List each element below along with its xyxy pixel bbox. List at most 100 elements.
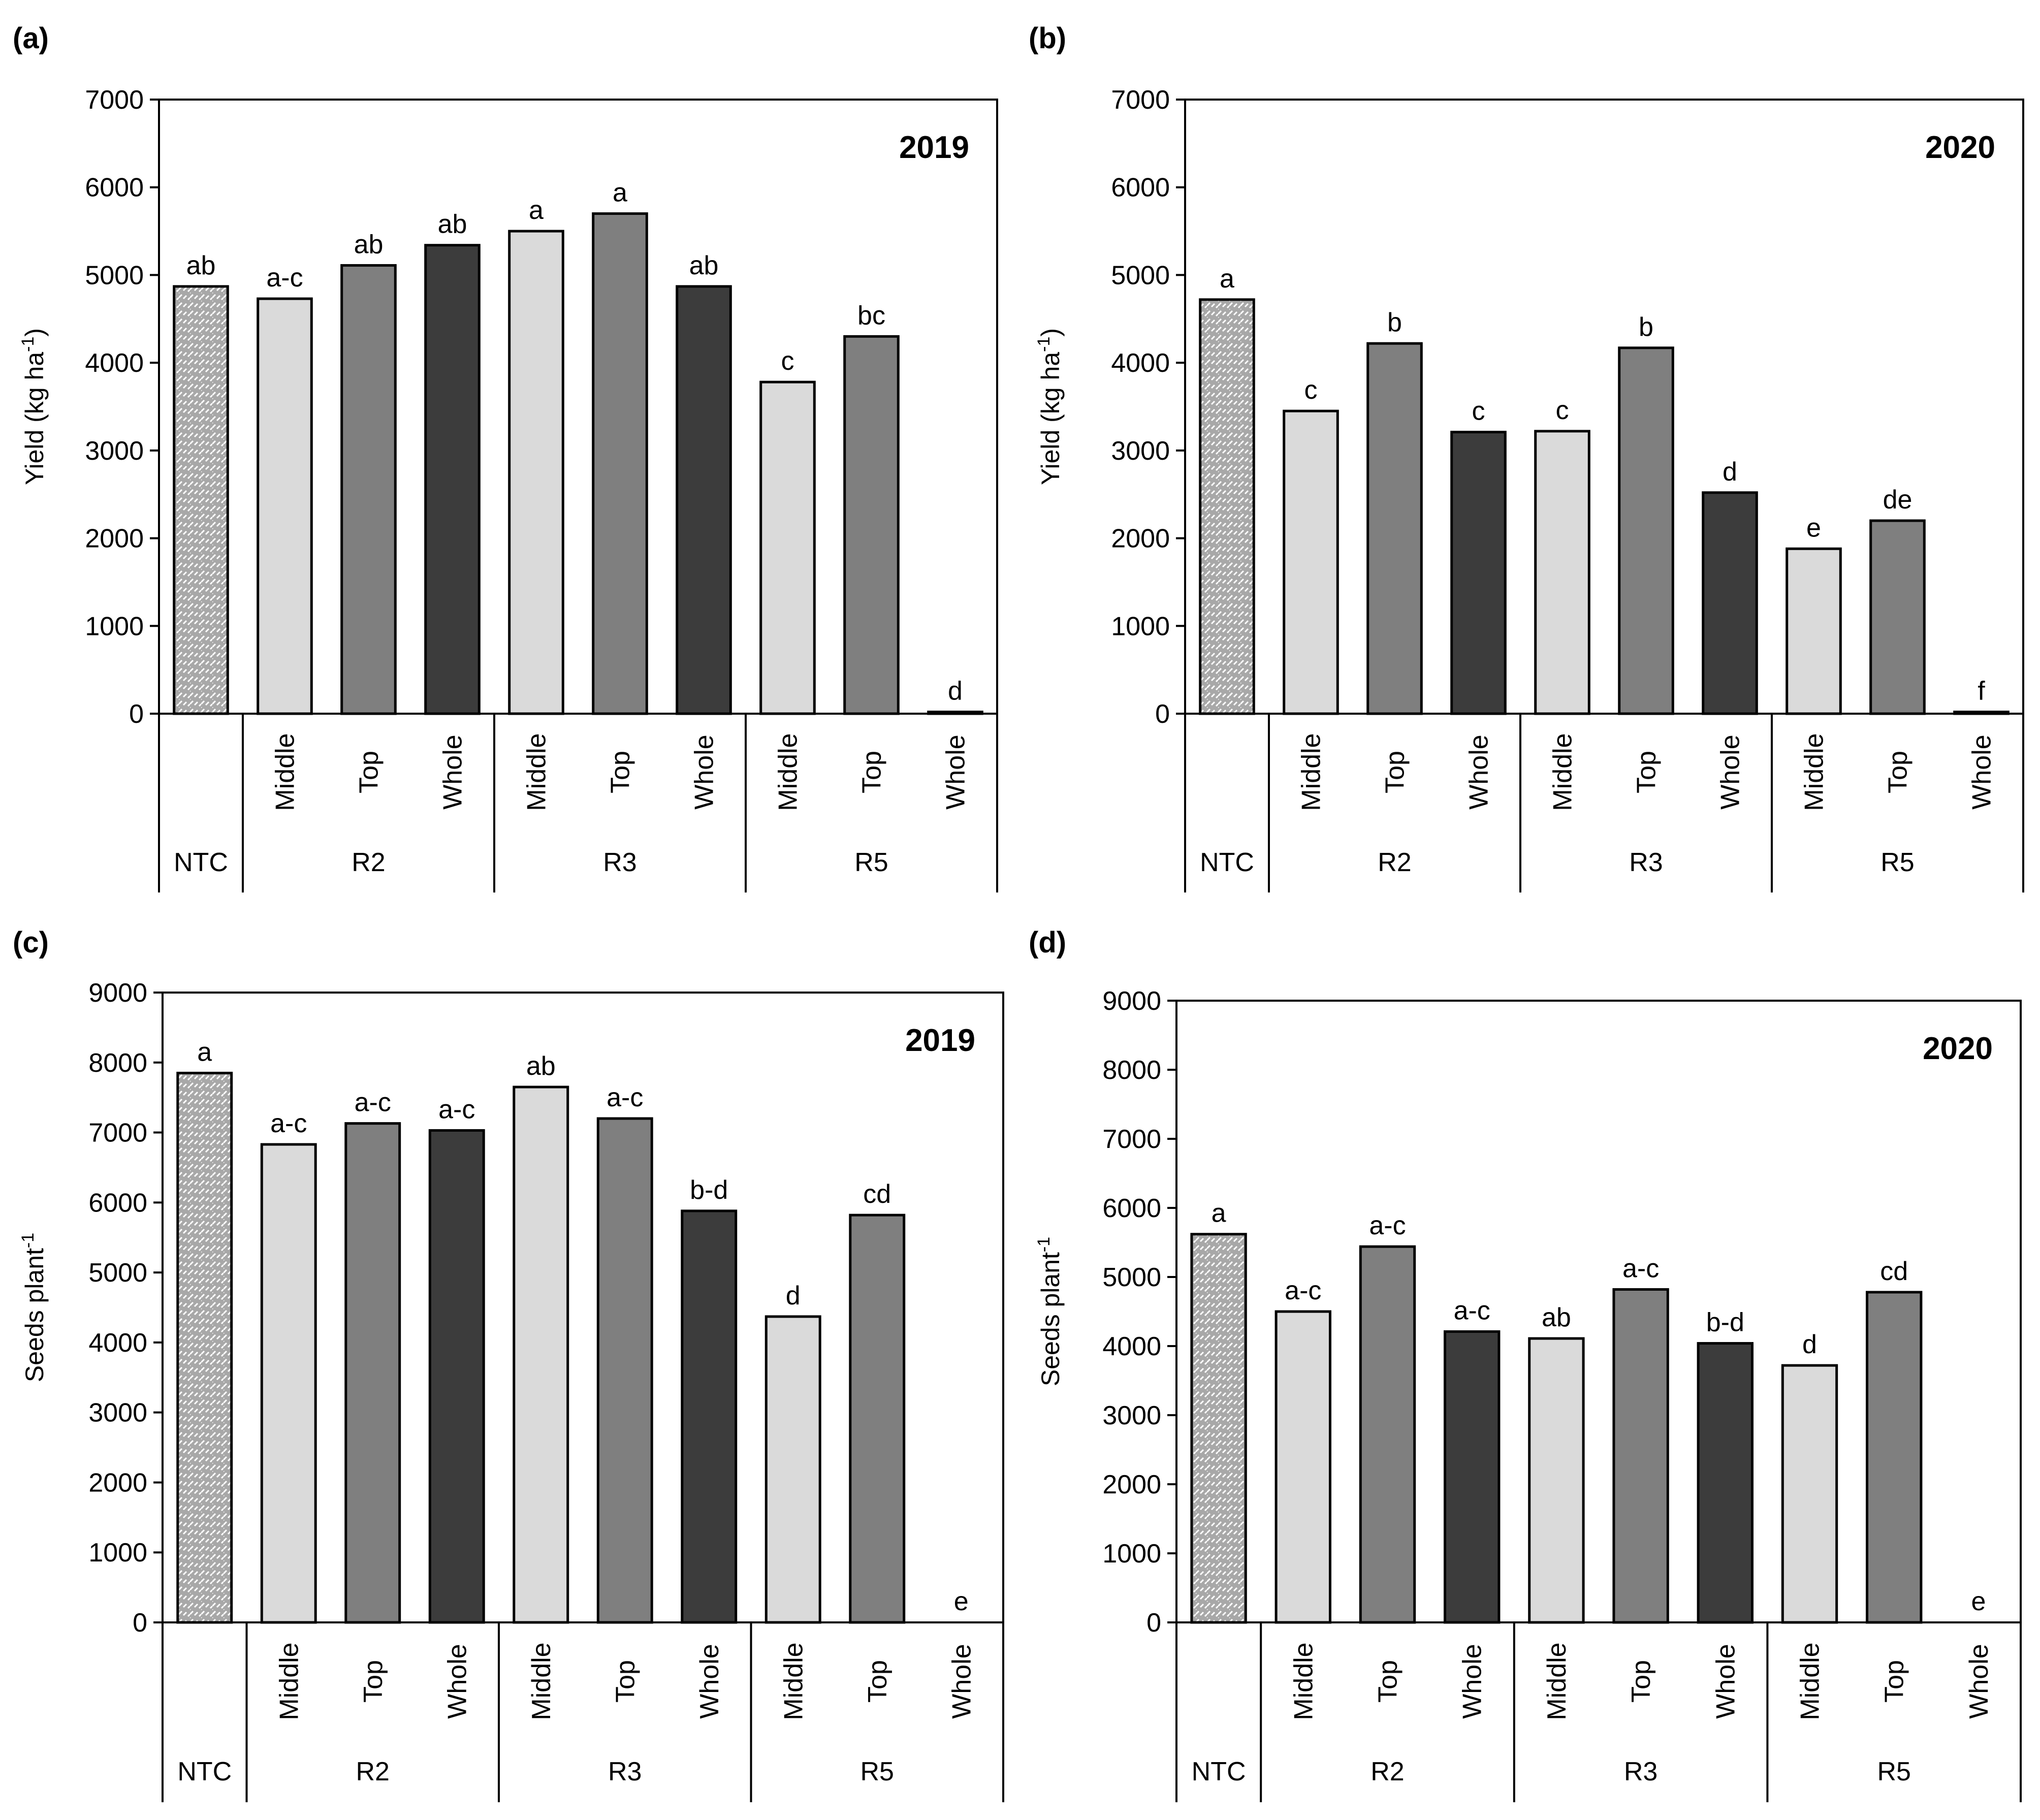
category-label: Whole	[695, 1644, 724, 1718]
significance-letter: a	[529, 196, 544, 225]
y-tick-label: 8000	[1102, 1056, 1161, 1085]
significance-letter: cd	[1880, 1257, 1908, 1286]
group-label: NTC	[1200, 848, 1254, 877]
group-label: NTC	[177, 1757, 232, 1786]
year-label: 2019	[905, 1023, 975, 1058]
y-tick-label: 5000	[1111, 261, 1170, 290]
y-tick-label: 4000	[88, 1328, 147, 1358]
category-label: Top	[863, 1660, 892, 1703]
group-label: R3	[1629, 848, 1663, 877]
category-label: Whole	[1711, 1644, 1740, 1718]
y-tick-label: 1000	[85, 612, 144, 641]
bar-5	[1528, 1337, 1585, 1624]
category-label: Middle	[1542, 1642, 1572, 1720]
y-tick-label: 6000	[1102, 1194, 1161, 1223]
bar-1	[1190, 1233, 1247, 1624]
bar-5	[508, 230, 564, 715]
y-tick-label: 1000	[1102, 1539, 1161, 1569]
category-label: Top	[1884, 751, 1913, 793]
category-label: Top	[1627, 1660, 1656, 1703]
significance-letter: a	[1212, 1199, 1226, 1228]
chart-panel-3: (c) 2019 a a-c a-c a-c ab a-c b-d d cd e 0 1000 2000 30…	[13, 926, 1004, 1802]
significance-letter: a-c	[270, 1109, 307, 1138]
significance-letter: d	[948, 677, 963, 706]
y-axis-title: Seeds plant-1	[18, 1233, 49, 1382]
significance-letter: ab	[526, 1051, 556, 1081]
significance-letter: d	[786, 1281, 801, 1311]
group-label: R3	[608, 1757, 642, 1786]
category-label: Whole	[1967, 735, 1997, 809]
y-tick-label: 3000	[1102, 1401, 1161, 1430]
significance-letter: a-c	[1454, 1296, 1490, 1325]
y-axis-title: Yield (kg ha-1)	[18, 328, 49, 485]
significance-letter: ab	[186, 251, 216, 280]
y-tick-label: 2000	[85, 524, 144, 554]
bar-6	[1612, 1288, 1669, 1624]
category-label: Whole	[690, 735, 719, 809]
significance-letter: b-d	[690, 1175, 728, 1205]
significance-letter: e	[954, 1587, 969, 1616]
y-tick-label: 2000	[1111, 524, 1170, 554]
y-tick-label: 4000	[1111, 348, 1170, 378]
significance-letter: d	[1723, 457, 1737, 487]
significance-letter: a-c	[355, 1088, 391, 1117]
bar-8	[1786, 547, 1842, 715]
chart-panel-4: (d) 2020 a a-c a-c a-c ab a-c b-d d cd e 0 1000 2000 30…	[1029, 926, 2022, 1802]
bar-3	[344, 1122, 401, 1624]
bar-9	[849, 1214, 906, 1624]
y-tick-label: 2000	[88, 1468, 147, 1497]
significance-letter: b	[1639, 312, 1653, 342]
y-tick-label: 6000	[1111, 173, 1170, 203]
y-tick-label: 2000	[1102, 1470, 1161, 1499]
bar-6	[592, 212, 648, 715]
bar-4	[1450, 431, 1507, 715]
group-label: R5	[1880, 848, 1914, 877]
group-label: NTC	[174, 848, 228, 877]
category-label: Middle	[271, 733, 300, 811]
significance-letter: a-c	[438, 1095, 475, 1124]
bar-7	[676, 285, 732, 715]
category-label: Middle	[1796, 1642, 1825, 1720]
category-label: Middle	[1548, 733, 1578, 811]
plot-frame	[1184, 99, 2024, 715]
group-label: R2	[356, 1757, 390, 1786]
category-label: Middle	[522, 733, 552, 811]
bar-1	[173, 285, 229, 715]
category-label: Whole	[438, 735, 468, 809]
category-label: Top	[606, 751, 635, 793]
significance-letter: a-c	[607, 1083, 643, 1112]
significance-letter: e	[1971, 1587, 1986, 1616]
significance-letter: a-c	[266, 263, 303, 293]
significance-letter: cd	[863, 1179, 891, 1209]
plot-frame	[162, 992, 1004, 1623]
bar-8	[759, 380, 816, 715]
bar-2	[1283, 409, 1339, 715]
significance-letter: b-d	[1706, 1308, 1744, 1337]
category-label: Middle	[1289, 1642, 1318, 1720]
y-tick-label: 5000	[88, 1258, 147, 1288]
group-label: NTC	[1192, 1757, 1246, 1786]
category-label: Top	[1632, 751, 1662, 793]
category-label: Whole	[1464, 735, 1494, 809]
bar-3	[1366, 342, 1423, 715]
plot-frame	[158, 99, 998, 715]
group-label: R2	[352, 848, 385, 877]
group-label: R5	[854, 848, 888, 877]
panel-label: (d)	[1029, 926, 1066, 959]
significance-letter: a-c	[1622, 1254, 1659, 1283]
group-label: R2	[1370, 1757, 1404, 1786]
y-tick-label: 6000	[88, 1188, 147, 1218]
bar-9	[843, 335, 900, 715]
y-tick-label: 4000	[85, 348, 144, 378]
significance-letter: ab	[689, 251, 719, 280]
group-label: R3	[1624, 1757, 1658, 1786]
panel-label: (a)	[13, 22, 49, 55]
y-tick-label: 7000	[85, 85, 144, 115]
y-axis-title: Yield (kg ha-1)	[1034, 328, 1065, 485]
category-label: Middle	[779, 1642, 808, 1720]
bar-3	[340, 264, 397, 715]
group-label: R2	[1378, 848, 1411, 877]
significance-letter: ab	[1542, 1303, 1571, 1332]
significance-letter: a	[1220, 264, 1234, 294]
